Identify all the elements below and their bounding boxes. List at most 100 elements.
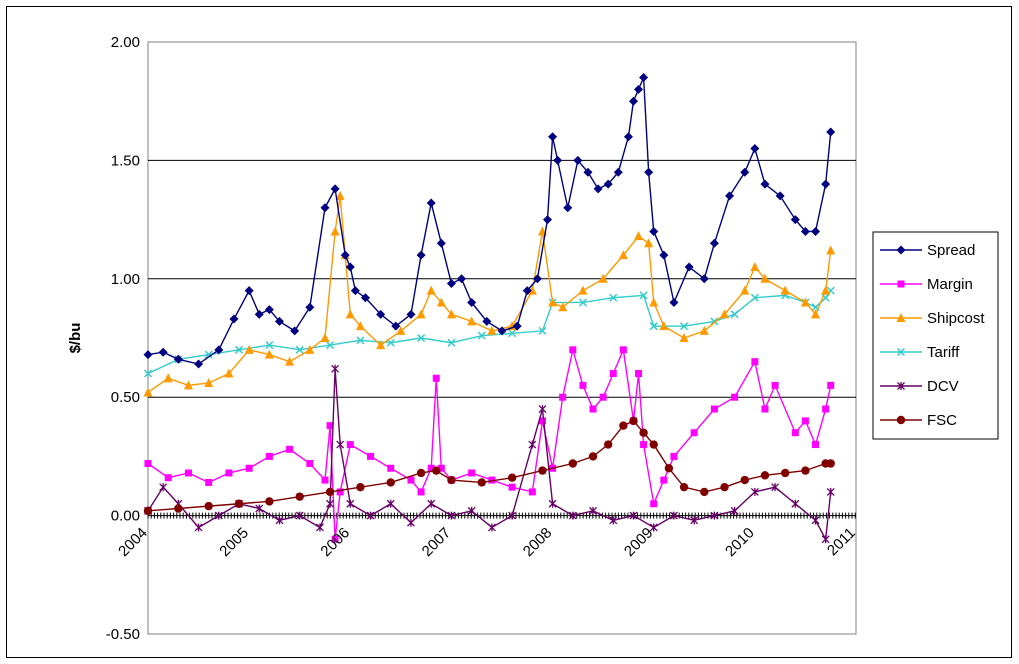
series-line-margin <box>147 347 832 540</box>
data-point-margin <box>761 405 769 413</box>
legend-label: Margin <box>927 276 973 293</box>
data-point-margin <box>432 374 440 382</box>
data-point-dcv <box>649 523 658 532</box>
data-point-shipcost <box>826 245 836 255</box>
data-point-fsc <box>801 466 810 475</box>
data-point-margin <box>437 464 445 472</box>
data-point-tariff <box>477 331 486 340</box>
data-point-tariff <box>730 310 739 319</box>
data-point-spread <box>532 274 542 284</box>
data-point-dcv <box>346 499 355 508</box>
legend-label: FSC <box>927 412 957 429</box>
y-tick-labels: 2.00 1.50 1.00 0.50 0.00 -0.50 <box>106 34 140 643</box>
legend-item-spread: Spread <box>880 242 975 259</box>
data-point-spread <box>436 238 446 248</box>
data-point-shipcost <box>264 349 274 359</box>
plot-area <box>147 41 857 635</box>
data-point-margin <box>822 405 830 413</box>
data-point-spread <box>740 167 750 177</box>
data-point-shipcost <box>558 302 568 312</box>
data-point-spread <box>573 155 583 165</box>
legend-label: DCV <box>927 378 959 395</box>
data-point-spread <box>290 326 300 336</box>
data-point-fsc <box>295 492 304 501</box>
data-point-fsc <box>639 428 648 437</box>
data-point-tariff <box>639 291 648 300</box>
data-point-spread <box>649 226 659 236</box>
data-point-tariff <box>447 338 456 347</box>
data-point-spread <box>634 84 644 94</box>
data-point-dcv <box>568 511 577 520</box>
data-point-dcv <box>427 499 436 508</box>
data-point-dcv <box>589 506 597 515</box>
data-point-spread <box>826 127 836 137</box>
data-point-tariff <box>295 345 304 354</box>
data-point-dcv <box>609 516 618 525</box>
data-point-dcv <box>331 364 340 373</box>
data-point-shipcost <box>320 333 330 342</box>
data-point-tariff <box>417 333 426 343</box>
data-point-spread <box>669 297 679 307</box>
data-point-fsc <box>664 464 674 473</box>
data-point-tariff <box>143 369 153 378</box>
data-point-spread <box>790 215 800 225</box>
data-point-dcv <box>629 511 638 520</box>
legend: Spread Margin Shipcost Tariff DCV FSC <box>872 231 999 440</box>
data-point-spread <box>446 279 456 289</box>
data-point-margin <box>801 417 809 425</box>
data-point-margin <box>387 464 395 472</box>
data-point-dcv <box>386 499 395 508</box>
data-point-spread <box>553 155 563 165</box>
legend-label: Tariff <box>927 344 960 361</box>
data-point-dcv <box>407 518 415 527</box>
data-point-dcv <box>214 511 223 520</box>
data-point-shipcost <box>634 231 644 241</box>
data-point-margin <box>508 483 516 491</box>
data-point-spread <box>543 215 553 225</box>
data-point-spread <box>376 309 386 319</box>
data-point-margin <box>488 476 496 484</box>
data-point-shipcost <box>548 297 558 307</box>
legend-item-shipcost: Shipcost <box>880 310 985 327</box>
data-point-dcv <box>730 506 739 515</box>
data-point-margin <box>579 381 587 389</box>
data-point-shipcost <box>355 321 365 331</box>
data-point-spread <box>563 203 573 213</box>
y-axis-title: $/bu <box>67 323 84 354</box>
data-point-spread <box>725 191 735 201</box>
data-point-spread <box>305 302 315 312</box>
data-point-spread <box>173 354 183 364</box>
x-tick-label: 2011 <box>824 524 859 559</box>
data-point-spread <box>583 167 593 177</box>
data-point-shipcost <box>376 340 386 350</box>
data-point-margin <box>225 469 233 477</box>
data-point-shipcost <box>750 261 760 271</box>
data-point-fsc <box>325 487 335 497</box>
data-point-margin <box>791 429 799 437</box>
legend-swatch-marker <box>896 245 906 255</box>
data-point-spread <box>426 198 436 208</box>
x-tick-label: 2008 <box>520 524 556 560</box>
data-point-fsc <box>740 475 749 485</box>
data-point-shipcost <box>285 356 295 366</box>
data-point-shipcost <box>467 316 477 326</box>
data-point-dcv <box>447 511 456 520</box>
data-point-spread <box>699 274 709 284</box>
data-point-shipcost <box>396 325 406 335</box>
data-point-margin <box>528 488 536 496</box>
data-point-shipcost <box>330 226 340 236</box>
data-point-margin <box>710 405 718 413</box>
data-point-fsc <box>568 459 577 468</box>
data-point-fsc <box>588 452 598 461</box>
data-point-shipcost <box>244 344 254 354</box>
x-tick-label: 2004 <box>115 524 151 560</box>
data-point-tariff <box>578 298 587 307</box>
data-point-shipcost <box>679 333 689 342</box>
data-point-dcv <box>508 511 517 520</box>
data-point-fsc <box>649 440 658 449</box>
legend-swatch-marker <box>897 280 905 288</box>
data-point-margin <box>640 441 648 449</box>
data-point-shipcost <box>487 325 497 335</box>
legend-swatch-marker <box>896 313 906 322</box>
data-point-spread <box>684 262 694 272</box>
